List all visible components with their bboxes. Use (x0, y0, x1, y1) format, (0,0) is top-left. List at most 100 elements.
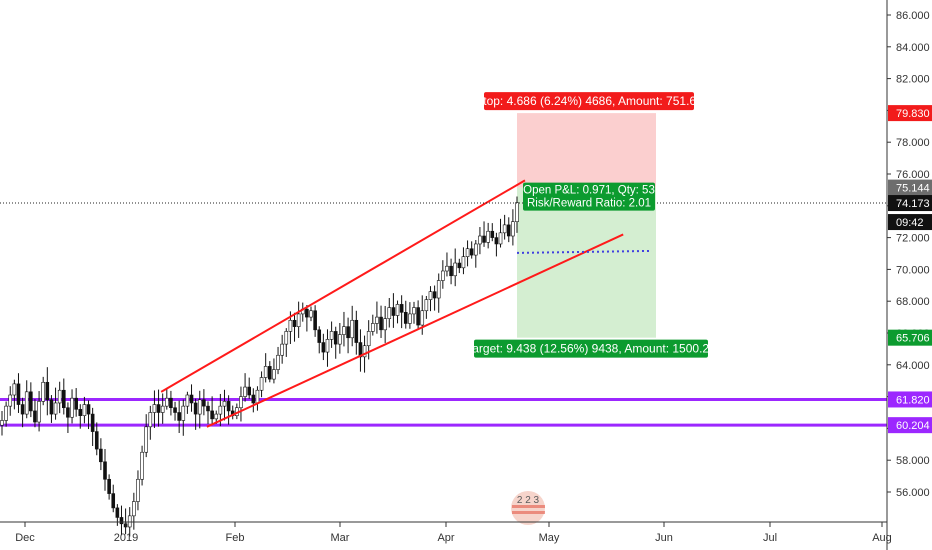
candle-body (342, 326, 346, 335)
candle-body (12, 383, 17, 396)
candle-body (449, 265, 453, 277)
countdown-tag: 09:42 (896, 217, 924, 229)
candle-body (465, 248, 470, 257)
candle-body (197, 399, 202, 415)
candle-body (412, 307, 416, 315)
price-tick-label: 64.000 (896, 360, 930, 372)
candle-body (436, 280, 441, 299)
candle-body (453, 262, 458, 277)
candle-body (498, 232, 503, 245)
candle-body (144, 426, 148, 453)
time-tick-label: Jul (763, 532, 777, 544)
take-profit-zone[interactable] (517, 187, 656, 338)
time-tick-label: Apr (437, 532, 454, 544)
candle-body (515, 202, 519, 222)
candle-body (222, 401, 227, 407)
stop-price-tag-box (888, 105, 932, 122)
candle-body (445, 265, 449, 272)
candle-body (399, 304, 404, 313)
price-tick-label: 76.000 (896, 169, 930, 181)
stop-price-tag: 79.830 (896, 108, 930, 120)
svg-text:2 2 3: 2 2 3 (517, 495, 540, 506)
candle-body (296, 313, 301, 327)
candle-body (379, 316, 383, 331)
candle-body (78, 409, 83, 416)
candle-body (424, 299, 429, 312)
candle-body (189, 394, 194, 404)
candle-body (490, 230, 495, 238)
pnl-label-box (523, 182, 655, 211)
last-price-tag: 74.173 (896, 198, 930, 210)
candle-body (16, 383, 21, 405)
candle-body (156, 404, 161, 413)
price-tick-label: 78.000 (896, 137, 930, 149)
price-tick-label: 84.000 (896, 42, 930, 54)
candle-body (86, 404, 91, 415)
price-axis-tags: 79.830 75.144 74.173 09:42 65.706 61.820 60.20… (888, 105, 932, 434)
time-axis[interactable]: Dec 2019 Feb Mar Apr May Jun Jul Aug (15, 522, 892, 544)
time-tick-label: Feb (226, 532, 245, 544)
target-price-tag: 65.706 (896, 333, 930, 345)
candle-body (267, 366, 272, 380)
price-tick-label: 56.000 (896, 487, 930, 499)
candle-body (29, 391, 33, 412)
candle-body (383, 318, 387, 331)
price-tick-label: 82.000 (896, 74, 930, 86)
channel-lower-trendline[interactable] (206, 233, 624, 428)
price-tick-label: 86.000 (896, 10, 930, 22)
candle-body (243, 386, 247, 397)
candle-body (309, 310, 313, 318)
upper-support-tag: 61.820 (896, 394, 930, 406)
candle-body (20, 404, 25, 415)
candle-body (391, 307, 396, 316)
candle-body (506, 224, 511, 237)
price-candles (0, 196, 519, 537)
candle-body (469, 248, 474, 256)
candle-body (33, 410, 37, 423)
candle-body (107, 478, 111, 494)
price-tick-label: 70.000 (896, 264, 930, 276)
candle-body (214, 413, 219, 420)
candle-body (103, 461, 107, 480)
candle-body (255, 389, 260, 404)
candle-body (53, 402, 58, 415)
time-tick-label: 2019 (114, 532, 138, 544)
candle-body (325, 339, 330, 353)
candle-body (346, 326, 350, 339)
upper-support-tag-box (888, 391, 932, 408)
pnl-label: Open P&L: 0.971, Qty: 53 Risk/Reward Rat… (523, 182, 655, 211)
target-label: Target: 9.438 (12.56%) 9438, Amount: 150… (466, 339, 716, 358)
price-tick-label: 72.000 (896, 233, 930, 245)
candle-body (350, 319, 355, 339)
target-label-box (474, 339, 708, 358)
lower-support-tag-box (888, 417, 932, 434)
candle-body (354, 319, 359, 343)
candle-body (136, 478, 140, 502)
candle-body (152, 404, 157, 413)
open-price-tag-box (888, 179, 932, 196)
candle-body (441, 270, 445, 281)
time-tick-label: Jun (655, 532, 673, 544)
candle-body (317, 329, 322, 343)
candle-body (99, 448, 103, 463)
candle-body (461, 256, 466, 269)
candle-body (329, 331, 334, 340)
candle-body (37, 401, 41, 423)
candle-body (74, 397, 78, 410)
candle-body (276, 354, 280, 370)
candle-body (478, 235, 482, 245)
candle-body (70, 397, 74, 418)
open-pnl-text: Open P&L: 0.971, Qty: 53 (523, 185, 655, 197)
channel-upper-trendline[interactable] (160, 179, 526, 393)
candle-body (185, 394, 190, 407)
stop-loss-zone[interactable] (517, 113, 656, 188)
candle-body (115, 507, 120, 518)
candle-body (57, 389, 62, 404)
candle-body (284, 331, 289, 345)
time-tick-label: Aug (872, 532, 892, 544)
candle-body (432, 291, 437, 299)
candle-body (66, 407, 70, 418)
candle-body (165, 397, 169, 407)
candle-body (0, 420, 4, 426)
